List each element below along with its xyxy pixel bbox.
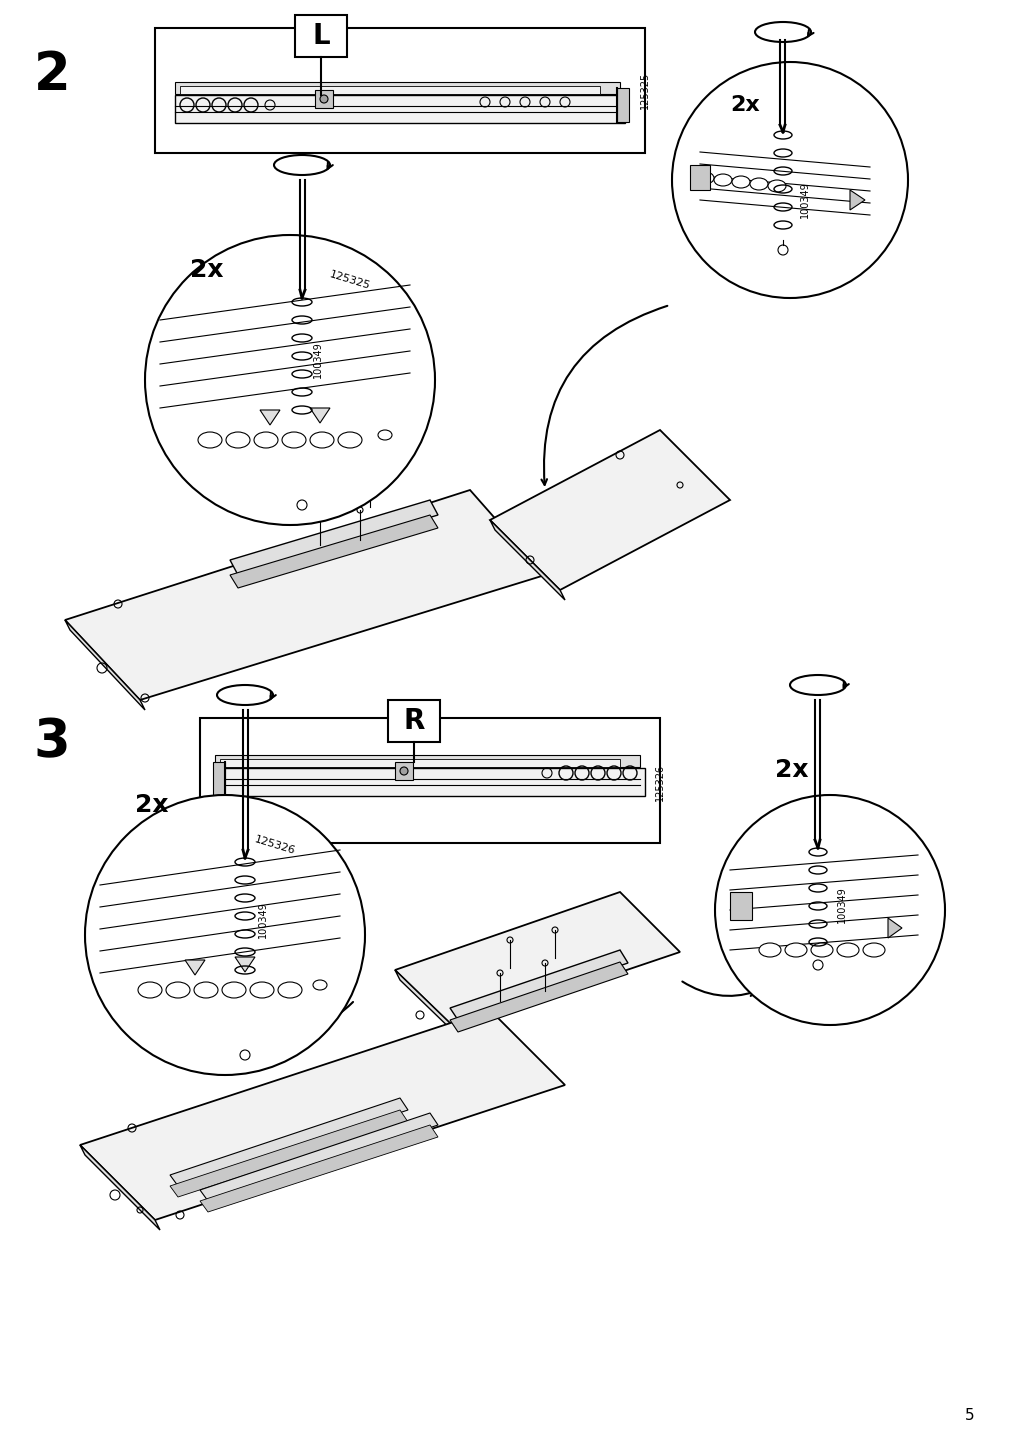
Ellipse shape: [254, 432, 278, 448]
Bar: [155, 29, 644, 153]
Ellipse shape: [250, 982, 274, 998]
Ellipse shape: [758, 944, 780, 957]
Bar: [175, 82, 620, 95]
Text: 3: 3: [33, 716, 71, 768]
Polygon shape: [450, 949, 628, 1020]
Polygon shape: [229, 500, 438, 576]
Bar: [394, 762, 412, 780]
Ellipse shape: [749, 178, 767, 190]
Text: 2x: 2x: [134, 793, 169, 818]
Ellipse shape: [378, 430, 391, 440]
Polygon shape: [450, 962, 628, 1032]
Circle shape: [671, 62, 907, 298]
Ellipse shape: [137, 982, 162, 998]
Bar: [690, 165, 710, 190]
Ellipse shape: [225, 432, 250, 448]
Polygon shape: [80, 1146, 160, 1230]
Text: L: L: [311, 21, 330, 50]
Text: 100349: 100349: [836, 886, 846, 924]
Polygon shape: [887, 918, 901, 938]
Polygon shape: [200, 1126, 438, 1211]
Ellipse shape: [221, 982, 246, 998]
Polygon shape: [489, 430, 729, 590]
Text: 100349: 100349: [312, 342, 323, 378]
Bar: [219, 759, 620, 768]
Text: 2x: 2x: [774, 758, 808, 782]
Polygon shape: [309, 408, 330, 422]
Ellipse shape: [166, 982, 190, 998]
Ellipse shape: [312, 979, 327, 990]
Circle shape: [319, 95, 328, 103]
Ellipse shape: [714, 175, 731, 186]
Ellipse shape: [309, 432, 334, 448]
Ellipse shape: [785, 944, 806, 957]
Bar: [180, 86, 600, 95]
Polygon shape: [849, 190, 864, 211]
Text: 125326: 125326: [253, 833, 296, 856]
Circle shape: [145, 235, 435, 526]
Text: 125325: 125325: [328, 269, 371, 291]
Polygon shape: [65, 620, 145, 710]
Polygon shape: [260, 410, 280, 425]
Polygon shape: [235, 957, 255, 972]
Circle shape: [715, 795, 944, 1025]
Text: 2: 2: [33, 49, 71, 102]
Circle shape: [399, 768, 407, 775]
Polygon shape: [185, 959, 205, 975]
Polygon shape: [170, 1098, 407, 1186]
Ellipse shape: [836, 944, 858, 957]
Ellipse shape: [338, 432, 362, 448]
Ellipse shape: [282, 432, 305, 448]
Bar: [314, 90, 333, 107]
Text: R: R: [403, 707, 425, 735]
Polygon shape: [489, 520, 564, 600]
Ellipse shape: [278, 982, 301, 998]
Ellipse shape: [696, 172, 714, 183]
Bar: [617, 87, 629, 122]
Bar: [214, 755, 639, 768]
Bar: [200, 717, 659, 843]
Bar: [212, 762, 224, 796]
Bar: [295, 14, 347, 57]
Text: 125326: 125326: [654, 763, 664, 800]
Polygon shape: [200, 1113, 438, 1201]
Ellipse shape: [767, 180, 786, 192]
Ellipse shape: [862, 944, 885, 957]
Text: 2x: 2x: [190, 258, 223, 282]
Ellipse shape: [810, 944, 832, 957]
Polygon shape: [229, 516, 438, 589]
Text: 125325: 125325: [639, 72, 649, 109]
Text: 5: 5: [964, 1408, 974, 1422]
Ellipse shape: [731, 176, 749, 188]
Polygon shape: [170, 1110, 407, 1197]
Ellipse shape: [194, 982, 217, 998]
Polygon shape: [394, 969, 460, 1038]
Circle shape: [85, 795, 365, 1075]
Text: 100349: 100349: [800, 182, 809, 218]
Ellipse shape: [198, 432, 221, 448]
Bar: [175, 95, 625, 123]
Bar: [729, 892, 751, 919]
Polygon shape: [80, 1010, 564, 1220]
Polygon shape: [65, 490, 545, 700]
Text: 2x: 2x: [729, 95, 759, 115]
Bar: [214, 768, 644, 796]
Text: 100349: 100349: [258, 902, 268, 938]
Polygon shape: [394, 892, 679, 1028]
Bar: [387, 700, 440, 742]
